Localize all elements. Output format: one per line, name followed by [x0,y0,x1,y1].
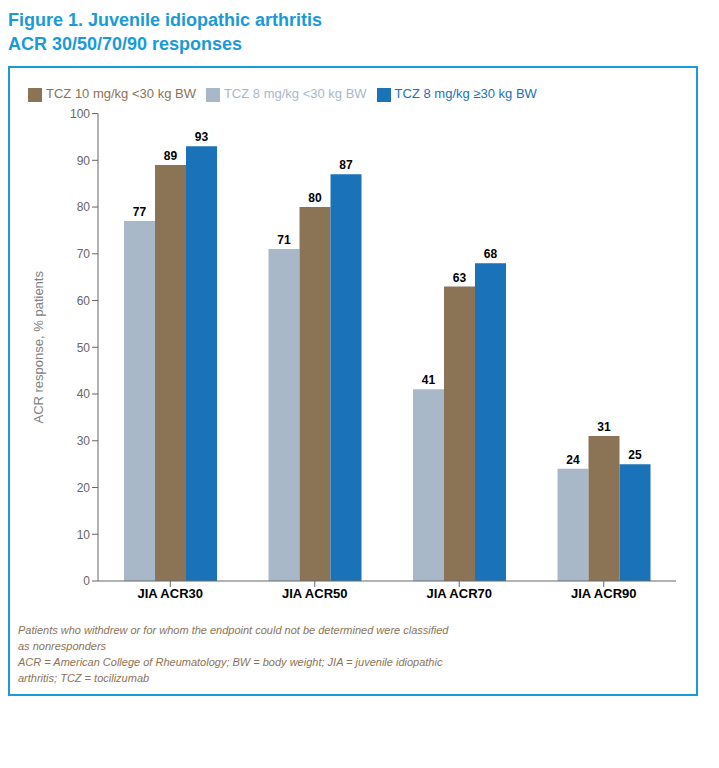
svg-text:100: 100 [70,107,90,121]
svg-text:JIA ACR90: JIA ACR90 [571,586,637,601]
html-text:ACR 30/50/70/90 responses: ACR 30/50/70/90 responses [8,34,243,54]
svg-text:JIA ACR50: JIA ACR50 [282,586,348,601]
svg-text:60: 60 [77,294,91,308]
html-text:ACR = American College of Rheu: ACR = American College of Rheumatology; … [18,656,443,668]
svg-text:0: 0 [83,574,90,588]
svg-text:25: 25 [628,448,642,462]
html-text:TCZ 8 mg/kg ≥30 kg BW: TCZ 8 mg/kg ≥30 kg BW [394,86,537,101]
html-text:as nonresponders: as nonresponders [18,640,107,652]
svg-text:30: 30 [77,434,91,448]
svg-text:89: 89 [164,149,178,163]
svg-text:JIA ACR30: JIA ACR30 [137,586,203,601]
svg-text:80: 80 [77,200,91,214]
svg-text:10: 10 [77,528,91,542]
svg-text:93: 93 [195,130,209,144]
html-text:TCZ 10 mg/kg <30 kg BW: TCZ 10 mg/kg <30 kg BW [46,86,196,101]
html-text:Patients who withdrew or for w: Patients who withdrew or for whom the en… [18,624,449,636]
svg-text:31: 31 [597,420,611,434]
svg-text:80: 80 [308,191,322,205]
html-text:arthritis; TCZ = tocilizumab: arthritis; TCZ = tocilizumab [18,672,150,684]
svg-text:90: 90 [77,154,91,168]
svg-text:63: 63 [453,271,467,285]
html-text:TCZ 8 mg/kg <30 kg BW: TCZ 8 mg/kg <30 kg BW [223,86,367,101]
svg-text:50: 50 [77,341,91,355]
svg-text:68: 68 [484,247,498,261]
svg-text:87: 87 [339,158,353,172]
html-text:Figure 1. Juvenile idiopathic: Figure 1. Juvenile idiopathic arthritis [8,10,323,30]
svg-text:20: 20 [77,481,91,495]
svg-text:40: 40 [77,387,91,401]
svg-text:JIA ACR70: JIA ACR70 [426,586,492,601]
svg-text:24: 24 [566,453,580,467]
svg-text:71: 71 [277,233,291,247]
svg-text:41: 41 [422,373,436,387]
svg-text:ACR response, % patients: ACR response, % patients [31,271,46,424]
svg-text:70: 70 [77,247,91,261]
svg-text:77: 77 [133,205,147,219]
